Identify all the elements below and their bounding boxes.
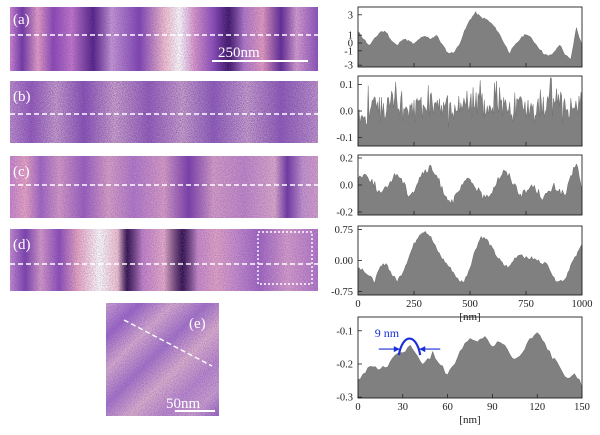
annotation-arrowhead-right (419, 346, 426, 353)
y-tick-label-c: -0.2 (336, 208, 353, 219)
profile-plot-b: 0.1 0.0 -0.1 (336, 75, 583, 147)
y-tick-label-b: 0.0 (340, 107, 353, 118)
x-tick-label-e: 30 (398, 402, 409, 413)
x-tick-label-d: 1000 (572, 299, 593, 310)
plot-frame-e (357, 316, 583, 399)
x-tick-label-d: 0 (355, 299, 360, 310)
panel-a-map: (a) 250nm (10, 7, 318, 71)
profile-d-area (357, 230, 583, 296)
profile-a-area (357, 11, 583, 68)
x-tick-label-d: 750 (518, 299, 534, 310)
y-tick-label-a: 0 (348, 39, 353, 50)
profile-c-area (357, 163, 583, 216)
annotation-arrowhead-left (393, 346, 400, 353)
x-tick-label-e: 60 (442, 402, 453, 413)
panel-b-map: (b) (10, 81, 318, 143)
panel-a-scale-label: 250nm (218, 45, 260, 61)
profile-e-area (357, 332, 583, 399)
profile-plot-d: 0.750.00-0.750 250 500 750 1000[nm] (331, 225, 592, 323)
y-tick-label-a: -1 (344, 46, 353, 57)
panel-c-map: (c) (10, 156, 318, 218)
panel-d-label: (d) (13, 237, 31, 253)
profile-b-area (357, 77, 583, 147)
y-tick-label-d: -0.75 (331, 287, 353, 298)
panel-d-map: (d) (10, 229, 318, 291)
panel-c-label: (c) (13, 164, 30, 180)
annotation-peak-curve (397, 337, 422, 356)
y-tick-label-c: 0.0 (340, 181, 353, 192)
x-tick-label-e: 0 (355, 402, 360, 413)
x-tick-label-e: 120 (529, 402, 545, 413)
y-tick-label-a: -3 (344, 61, 353, 72)
profile-plot-c: 0.2 0.0 -0.2 (336, 154, 583, 219)
annotation-label: 9 nm (375, 326, 400, 340)
y-tick-label-e: -0.1 (336, 326, 353, 337)
panel-a-label: (a) (13, 12, 30, 28)
x-axis-label-e: [nm] (459, 414, 480, 426)
x-tick-label-e: 150 (574, 402, 590, 413)
x-tick-label-d: 500 (462, 299, 478, 310)
profile-plot-a: 3 10-1 -3 (344, 6, 583, 72)
x-tick-label-d: 250 (406, 299, 422, 310)
panel-b-label: (b) (13, 89, 31, 105)
profile-plots: 310-1-30.10.0-0.10.20.0-0.20.750.00-0.75… (331, 6, 593, 426)
y-tick-label-b: -0.1 (336, 133, 353, 144)
y-tick-label-e: -0.3 (336, 393, 353, 404)
y-tick-label-c: 0.2 (340, 154, 353, 165)
panel-e-scale-label: 50nm (166, 396, 201, 412)
profile-plot-e: -0.1 -0.2 -0.30 30 60 90 120 150 [nm] 9 nm (336, 316, 590, 426)
y-tick-label-d: 0.75 (335, 225, 353, 236)
y-tick-label-b: 0.1 (340, 80, 353, 91)
panel-e-label: (e) (189, 316, 206, 332)
y-tick-label-d: 0.00 (335, 256, 353, 267)
y-tick-label-a: 3 (348, 10, 353, 21)
y-tick-label-a: 1 (348, 31, 353, 42)
x-tick-label-e: 90 (487, 402, 498, 413)
panel-e-map: (e) 50nm (106, 303, 219, 416)
y-tick-label-e: -0.2 (336, 359, 353, 370)
